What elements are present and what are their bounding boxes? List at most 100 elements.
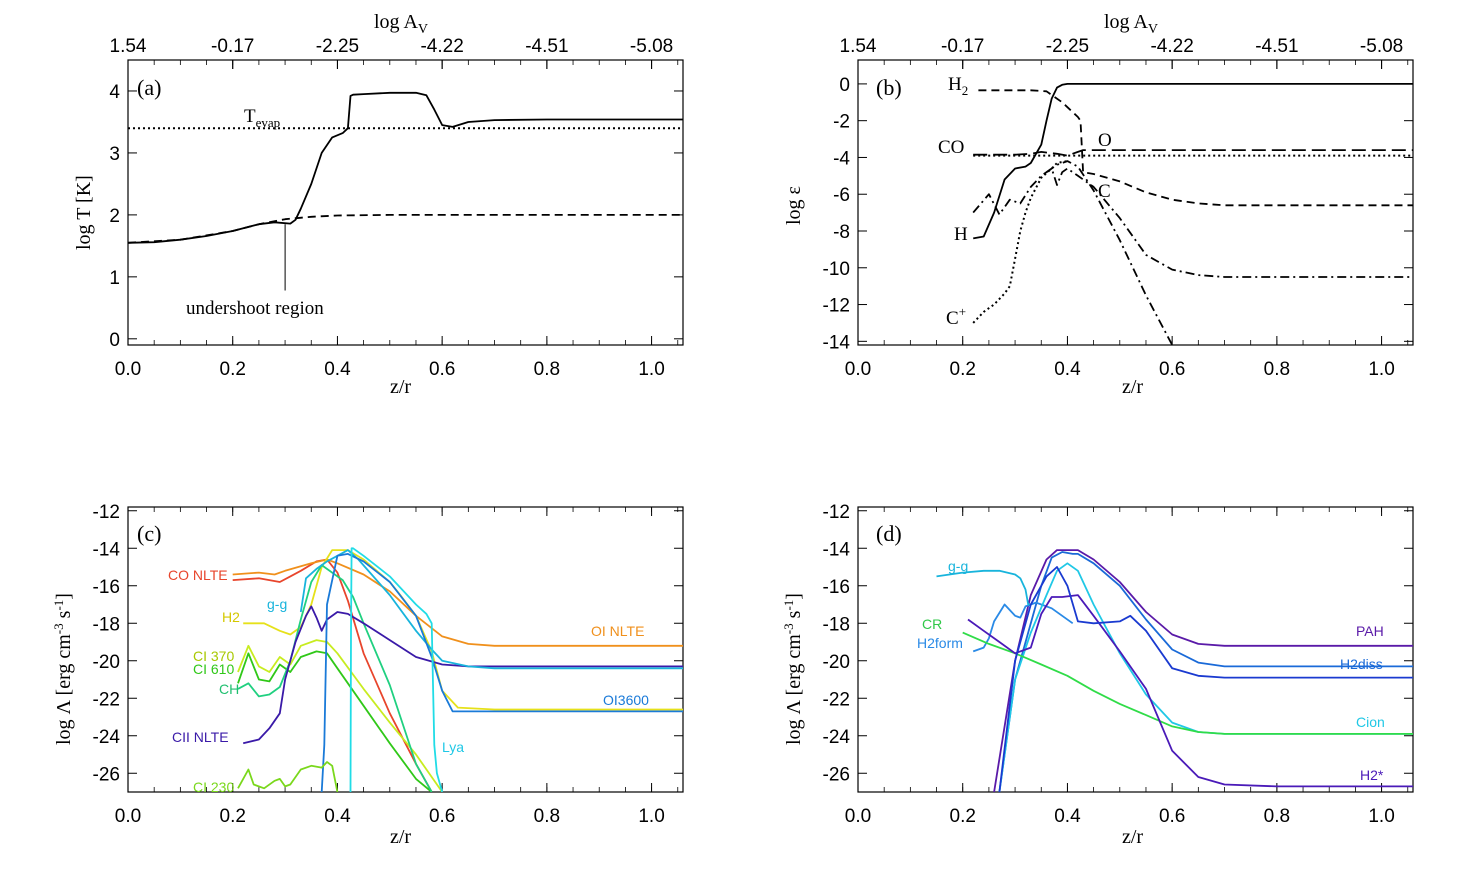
y-tick-label-c-6: -24 <box>93 727 121 748</box>
panel-d-ticks: 0.0 0.2 0.4 0.6 0.8 1.0 -12 -14 -16 -18 -20 -22 -24 -… <box>823 502 1413 827</box>
series-b-h <box>973 83 1413 240</box>
y-tick-label-b-3: -6 <box>833 185 850 206</box>
panel-c-series <box>232 547 683 792</box>
y-tick-label-b-7: -14 <box>823 332 851 353</box>
panel-a-ticks: 0.0 0.2 0.4 0.6 0.8 1.0 0 1 2 3 4 1.54 -0.17 -2.25 -4.… <box>109 36 683 380</box>
panel-c-cooling: 0.0 0.2 0.4 0.6 0.8 1.0 -12 -14 -16 -18 -20 -22 -24 -… <box>51 502 684 848</box>
series-c-oi3600 <box>320 553 683 792</box>
y-tick-label-d-0: -12 <box>823 502 850 523</box>
top-tick-label-b-4: -4.51 <box>1255 36 1298 57</box>
series-c-ci-610 <box>237 650 433 792</box>
panel-a-top-axis-title: log AV <box>374 11 428 37</box>
label-gg-c: g-g <box>267 596 287 612</box>
series-c-co-nlte <box>232 558 433 792</box>
panel-b-series <box>972 83 1413 345</box>
x-tick-label-d-0: 0.0 <box>845 806 871 827</box>
panel-a-undershoot-label: undershoot region <box>186 298 324 319</box>
x-tick-label-b-3: 0.6 <box>1159 359 1185 380</box>
panel-c-frame <box>127 506 684 793</box>
x-tick-label-d-3: 0.6 <box>1159 806 1185 827</box>
panel-b-top-axis-title: log AV <box>1104 11 1158 37</box>
y-tick-label-d-6: -24 <box>823 727 851 748</box>
y-tick-label-b-2: -4 <box>833 148 850 169</box>
x-tick-label-c-1: 0.2 <box>220 806 246 827</box>
panel-a-letter: (a) <box>137 75 161 100</box>
x-tick-label-a-5: 1.0 <box>638 359 664 380</box>
x-tick-label-a-4: 0.8 <box>534 359 560 380</box>
x-tick-label-d-5: 1.0 <box>1368 806 1394 827</box>
x-tick-label-c-3: 0.6 <box>429 806 455 827</box>
y-tick-label-b-1: -2 <box>833 112 850 133</box>
label-cr: CR <box>922 616 942 632</box>
y-tick-label-d-7: -26 <box>823 764 850 785</box>
panel-d-xlabel: z/r <box>1122 826 1143 848</box>
y-tick-label-c-4: -20 <box>93 652 120 673</box>
label-cion: Cion <box>1356 714 1385 730</box>
y-tick-label-c-7: -26 <box>93 764 120 785</box>
label-h2star: H2* <box>1360 767 1384 783</box>
y-tick-label-a-3: 3 <box>109 144 120 165</box>
series-d-h2diss <box>998 551 1413 792</box>
series-c-lya <box>349 547 444 792</box>
panel-c-ticks: 0.0 0.2 0.4 0.6 0.8 1.0 -12 -14 -16 -18 -20 -22 -24 -… <box>93 502 683 827</box>
label-pah: PAH <box>1356 623 1384 639</box>
x-tick-label-a-1: 0.2 <box>220 359 246 380</box>
series-b-c <box>972 167 1413 278</box>
panel-d-series <box>936 549 1413 792</box>
top-tick-label-a-2: -2.25 <box>316 36 359 57</box>
series-c-oi-nlte <box>232 558 683 647</box>
series-c-ci-230 <box>237 761 339 792</box>
label-h2diss: H2diss <box>1340 656 1383 672</box>
label-cii-nlte: CII NLTE <box>172 729 229 745</box>
y-tick-label-a-4: 4 <box>109 82 120 103</box>
label-oi-nlte: OI NLTE <box>591 623 644 639</box>
series-b-h2 <box>978 89 1413 207</box>
series-d-g-g <box>936 569 1031 606</box>
x-tick-label-c-0: 0.0 <box>115 806 141 827</box>
y-tick-label-b-6: -12 <box>823 296 850 317</box>
y-tick-label-c-0: -12 <box>93 502 120 523</box>
panel-b-ticks: 0.0 0.2 0.4 0.6 0.8 1.0 0 -2 -4 -6 -8 -10 -12 -14 1.54… <box>823 36 1413 380</box>
panel-a-frame <box>127 59 684 346</box>
label-ch: CH <box>219 681 239 697</box>
panel-a-xlabel: z/r <box>390 376 411 398</box>
y-tick-label-a-0: 0 <box>109 330 120 351</box>
series-d-pah <box>993 549 1413 792</box>
label-ci610: CI 610 <box>193 661 234 677</box>
label-ci370: CI 370 <box>193 648 234 664</box>
x-tick-label-b-4: 0.8 <box>1264 359 1290 380</box>
top-tick-label-b-1: -0.17 <box>941 36 984 57</box>
label-lya: Lya <box>442 739 464 755</box>
series-c-ch <box>237 564 433 792</box>
label-h: H <box>954 224 968 245</box>
y-tick-label-c-1: -14 <box>93 539 121 560</box>
x-tick-label-b-2: 0.4 <box>1054 359 1081 380</box>
series-a-t-dust <box>128 213 683 244</box>
panel-c-ylabel: log Λ [erg cm-3 s-1] <box>51 593 75 745</box>
y-tick-label-c-2: -16 <box>93 577 120 598</box>
panel-b-ylabel: log ε <box>783 186 805 225</box>
series-b-c- <box>972 160 1068 324</box>
series-c-h2 <box>243 549 683 711</box>
series-b-co <box>973 149 1413 157</box>
panel-b-xlabel: z/r <box>1122 376 1143 398</box>
series-d-h2- <box>967 594 1413 788</box>
x-tick-label-a-0: 0.0 <box>115 359 141 380</box>
panel-d-letter: (d) <box>876 521 902 546</box>
panel-c-letter: (c) <box>137 521 161 546</box>
x-tick-label-c-5: 1.0 <box>638 806 664 827</box>
panel-b-frame <box>857 59 1414 346</box>
series-b-c-steep <box>1045 160 1173 345</box>
x-tick-label-a-2: 0.4 <box>324 359 351 380</box>
panel-c-xlabel: z/r <box>390 826 411 848</box>
x-tick-label-d-2: 0.4 <box>1054 806 1081 827</box>
top-tick-label-a-3: -4.22 <box>420 36 463 57</box>
x-tick-label-d-4: 0.8 <box>1264 806 1290 827</box>
y-tick-label-d-2: -16 <box>823 577 850 598</box>
top-tick-label-a-4: -4.51 <box>525 36 568 57</box>
label-co-nlte: CO NLTE <box>168 567 228 583</box>
label-h2form: H2form <box>917 635 963 651</box>
panel-a-temperature: 0.0 0.2 0.4 0.6 0.8 1.0 0 1 2 3 4 1.54 -0.17 -2.25 -4.… <box>73 11 684 398</box>
y-tick-label-d-5: -22 <box>823 689 850 710</box>
